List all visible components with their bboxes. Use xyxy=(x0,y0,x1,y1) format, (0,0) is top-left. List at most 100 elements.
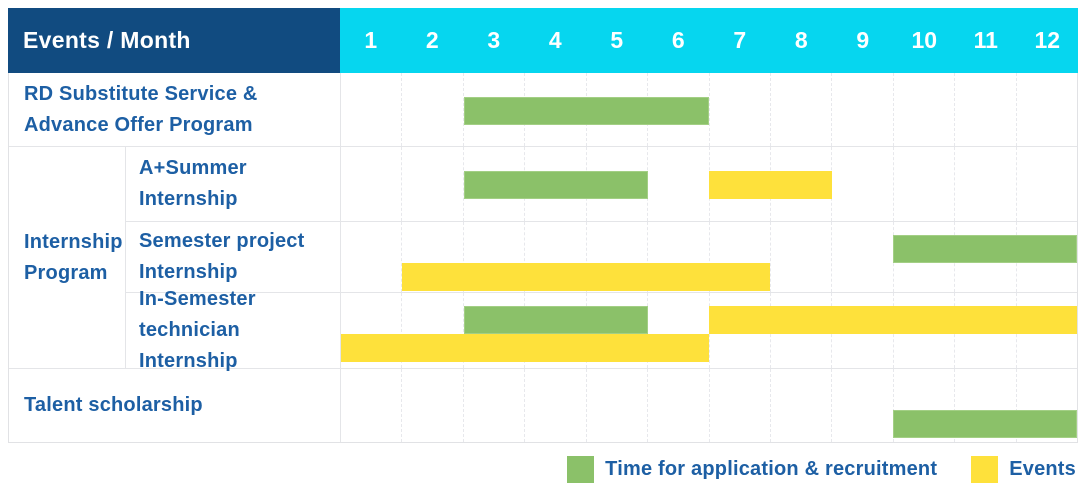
month-cell xyxy=(832,369,894,442)
month-gridlines xyxy=(341,369,1077,442)
month-cell xyxy=(894,73,956,146)
label-line: Internship xyxy=(24,230,123,253)
legend-application-label: Time for application & recruitment xyxy=(605,458,938,480)
gantt-bar-event xyxy=(402,263,771,291)
month-cell xyxy=(341,222,403,292)
label-line: Internship xyxy=(139,261,238,283)
row-a-summer-internship: A+Summer Internship xyxy=(126,147,1077,222)
row-talent-scholarship: Talent scholarship xyxy=(9,369,1077,442)
month-header-3: 3 xyxy=(487,27,501,53)
internship-subrows: A+Summer Internship Semester project Int… xyxy=(126,147,1077,372)
month-cell xyxy=(402,369,464,442)
month-cell xyxy=(341,73,403,146)
month-cell xyxy=(955,369,1017,442)
group-label-internship-program: Internship Program xyxy=(9,147,126,368)
label-line: RD Substitute Service & xyxy=(24,82,258,105)
events-month-header: Events / Month xyxy=(8,8,340,73)
row-label-rd-substitute: RD Substitute Service & Advance Offer Pr… xyxy=(9,73,341,146)
month-header-10: 10 xyxy=(911,27,938,53)
month-header-8: 8 xyxy=(794,27,808,53)
yellow-swatch-icon xyxy=(971,456,999,483)
month-cell xyxy=(587,369,649,442)
month-cell xyxy=(955,73,1017,146)
month-cell xyxy=(402,147,464,221)
month-header-1: 1 xyxy=(364,27,378,53)
legend-item-application: Time for application & recruitment xyxy=(567,456,937,483)
row-semester-project-internship: Semester project Internship xyxy=(126,222,1077,293)
label-line: Program xyxy=(24,261,108,284)
label-line: Advance Offer Program xyxy=(24,113,253,136)
row-label-semester-project: Semester project Internship xyxy=(126,222,341,292)
row-label-talent-scholarship: Talent scholarship xyxy=(9,369,341,442)
row-rd-substitute: RD Substitute Service & Advance Offer Pr… xyxy=(9,73,1077,147)
row-label-in-semester: In-Semester technician Internship xyxy=(126,288,341,372)
month-cell xyxy=(832,147,894,221)
month-cell xyxy=(832,73,894,146)
month-cell xyxy=(1017,147,1077,221)
events-month-table: Events / Month 1 2 3 4 5 6 7 8 9 10 11 1… xyxy=(8,8,1078,443)
gantt-bar-application xyxy=(463,97,709,125)
table-body: RD Substitute Service & Advance Offer Pr… xyxy=(8,73,1078,443)
month-header-7: 7 xyxy=(733,27,747,53)
month-cell xyxy=(894,147,956,221)
gantt-bar-application xyxy=(463,171,648,199)
legend-item-events: Events xyxy=(971,456,1076,483)
label-line: In-Semester xyxy=(139,288,256,310)
month-header-strip: 1 2 3 4 5 6 7 8 9 10 11 12 xyxy=(340,8,1078,73)
gantt-track-semester-project xyxy=(341,222,1077,292)
month-cell xyxy=(341,147,403,221)
month-cell xyxy=(832,222,894,292)
gantt-track-rd-substitute xyxy=(341,73,1077,146)
gantt-bar-application xyxy=(893,235,1077,263)
gantt-bar-event xyxy=(341,334,709,362)
month-gridlines xyxy=(341,73,1077,146)
month-cell xyxy=(402,73,464,146)
month-cell xyxy=(464,369,526,442)
legend-events-label: Events xyxy=(1009,458,1076,480)
label-line: Talent scholarship xyxy=(24,394,203,416)
month-header-2: 2 xyxy=(425,27,439,53)
row-label-a-summer: A+Summer Internship xyxy=(126,147,341,221)
label-line: technician Internship xyxy=(139,319,240,372)
month-cell xyxy=(710,369,771,442)
internship-program-section: Internship Program A+Summer Internship S… xyxy=(9,147,1077,372)
gantt-bar-event xyxy=(709,306,1077,334)
month-cell xyxy=(771,369,833,442)
month-header-4: 4 xyxy=(548,27,562,53)
month-cell xyxy=(648,147,710,221)
month-cell xyxy=(710,73,771,146)
month-cell xyxy=(648,369,710,442)
month-header-12: 12 xyxy=(1034,27,1061,53)
month-cell xyxy=(402,293,464,368)
row-in-semester-internship: In-Semester technician Internship xyxy=(126,288,1077,372)
month-cell xyxy=(710,222,771,292)
month-cell xyxy=(648,73,710,146)
month-cell xyxy=(648,222,710,292)
month-header-9: 9 xyxy=(856,27,870,53)
month-cell xyxy=(894,369,956,442)
gantt-bar-application xyxy=(893,410,1077,438)
month-cell xyxy=(771,147,833,221)
green-swatch-icon xyxy=(567,456,595,483)
month-cell xyxy=(771,73,833,146)
label-line: Semester project xyxy=(139,230,305,252)
gantt-track-talent-scholarship xyxy=(341,369,1077,442)
gantt-track-a-summer xyxy=(341,147,1077,221)
month-cell xyxy=(341,369,403,442)
gantt-bar-event xyxy=(709,171,832,199)
month-cell xyxy=(341,293,403,368)
month-cell xyxy=(464,222,526,292)
gantt-track-in-semester xyxy=(341,293,1077,368)
table-header-row: Events / Month 1 2 3 4 5 6 7 8 9 10 11 1… xyxy=(8,8,1078,73)
chart-legend: Time for application & recruitment Event… xyxy=(567,456,1076,483)
month-cell xyxy=(955,147,1017,221)
month-header-11: 11 xyxy=(973,27,998,53)
month-cell xyxy=(402,222,464,292)
month-cell xyxy=(771,222,833,292)
label-line: Internship xyxy=(139,188,238,210)
label-line: A+Summer xyxy=(139,157,247,179)
month-header-6: 6 xyxy=(671,27,685,53)
month-cell xyxy=(525,369,587,442)
month-header-5: 5 xyxy=(610,27,624,53)
